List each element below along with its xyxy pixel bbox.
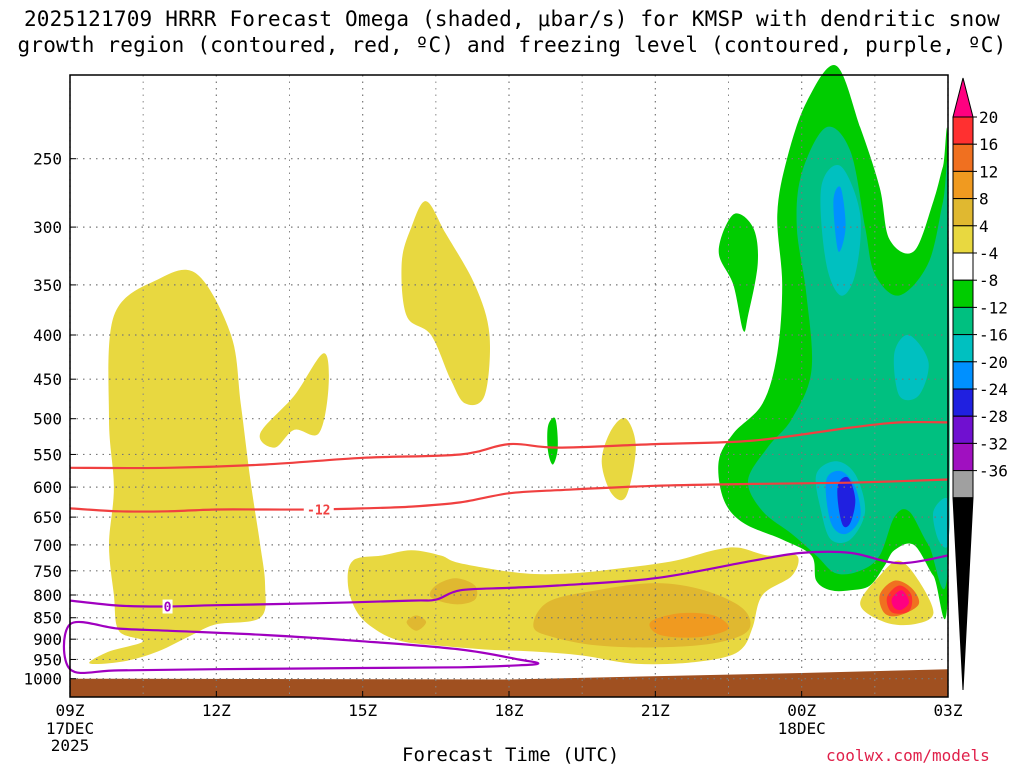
omega-region-minus16-to-minus20 (833, 186, 846, 252)
omega-region-minus12-to-minus16 (932, 497, 950, 548)
colorbar-swatch (952, 361, 974, 390)
colorbar-label: -24 (979, 380, 1008, 399)
colorbar-label: -28 (979, 407, 1008, 426)
x-tick-label: 09Z (56, 701, 85, 720)
chart-title-line1: 2025121709 HRRR Forecast Omega (shaded, … (23, 7, 1001, 31)
x-tick-sublabel: 2025 (51, 736, 90, 755)
y-tick-label: 700 (33, 536, 62, 555)
y-tick-label: 900 (33, 630, 62, 649)
contour-label: 0 (164, 601, 172, 616)
omega-region-minus12-to-minus16 (893, 334, 929, 401)
omega-region-4-to-8 (259, 353, 329, 448)
colorbar-swatch (952, 225, 974, 254)
contour-line (62, 620, 540, 675)
colorbar-swatch (952, 334, 974, 363)
omega-region-minus20-to-minus24 (837, 476, 856, 528)
x-tick-label: 00Z (787, 701, 816, 720)
colorbar-label: -12 (979, 298, 1008, 317)
colorbar-label: 20 (979, 108, 998, 127)
x-tick-label: 03Z (934, 701, 963, 720)
colorbar-label: 8 (979, 190, 989, 209)
omega-region-4-to-8 (601, 417, 636, 501)
colorbar-swatch (952, 116, 974, 145)
contour-label-bg (162, 599, 173, 614)
colorbar-swatch (952, 143, 974, 172)
x-tick-label: 18Z (495, 701, 524, 720)
y-tick-label: 250 (33, 150, 62, 169)
colorbar-label: 16 (979, 135, 998, 154)
y-tick-label: 800 (33, 586, 62, 605)
y-tick-label: 600 (33, 478, 62, 497)
omega-region-8-to-12 (406, 615, 427, 631)
y-tick-label: 550 (33, 445, 62, 464)
colorbar-label: 12 (979, 162, 998, 181)
x-tick-label: 15Z (348, 701, 377, 720)
colorbar-swatch (952, 306, 974, 336)
contour-line (69, 478, 949, 513)
x-tick-label: 12Z (202, 701, 231, 720)
contour-line (69, 550, 949, 608)
x-tick-sublabel: 17DEC (46, 719, 94, 738)
colorbar-swatch (952, 470, 974, 499)
contour-label: -12 (307, 503, 330, 518)
y-tick-label: 500 (33, 410, 62, 429)
colorbar-swatch (952, 198, 974, 227)
colorbar-swatch (952, 442, 974, 472)
omega-region-12-to-16 (649, 612, 729, 638)
contour-label-bg (303, 502, 334, 517)
y-tick-label: 750 (33, 562, 62, 581)
colorbar-swatch (952, 279, 974, 308)
y-tick-label: 350 (33, 276, 62, 295)
x-tick-label: 21Z (641, 701, 670, 720)
colorbar-label: -16 (979, 326, 1008, 345)
ground-terrain (70, 669, 948, 697)
omega-shading-layer (89, 65, 950, 665)
colorbar-bottom-arrow (952, 497, 974, 691)
y-tick-label: 650 (33, 508, 62, 527)
colorbar-swatch (952, 170, 974, 200)
chart-title: 2025121709 HRRR Forecast Omega (shaded, … (0, 6, 1024, 58)
colorbar-swatch (952, 415, 974, 444)
watermark-link[interactable]: coolwx.com/models (826, 746, 990, 765)
omega-region-minus8-to-minus12 (747, 126, 950, 590)
colorbar-label: -36 (979, 462, 1008, 481)
colorbar-top-arrow (952, 77, 974, 118)
y-tick-label: 300 (33, 218, 62, 237)
colorbar-label: -32 (979, 434, 1008, 453)
chart-title-line2: growth region (contoured, red, ºC) and f… (17, 33, 1007, 57)
colorbar-swatch (952, 388, 974, 417)
omega-region-4-to-8 (401, 201, 491, 406)
colorbar-label: -8 (979, 271, 998, 290)
y-tick-label: 450 (33, 370, 62, 389)
y-tick-label: 850 (33, 609, 62, 628)
colorbar-label: -20 (979, 353, 1008, 372)
colorbar-label: -4 (979, 244, 998, 263)
omega-region-minus4-to-minus8 (718, 213, 758, 332)
x-tick-sublabel: 18DEC (778, 719, 826, 738)
y-tick-label: 950 (33, 650, 62, 669)
contour-line (69, 420, 949, 470)
colorbar-swatch (952, 252, 974, 281)
x-axis-label: Forecast Time (UTC) (402, 744, 620, 766)
omega-region-minus4-to-minus8 (547, 417, 558, 465)
colorbar-label: 4 (979, 217, 989, 236)
y-tick-label: 1000 (23, 670, 62, 689)
y-tick-label: 400 (33, 326, 62, 345)
